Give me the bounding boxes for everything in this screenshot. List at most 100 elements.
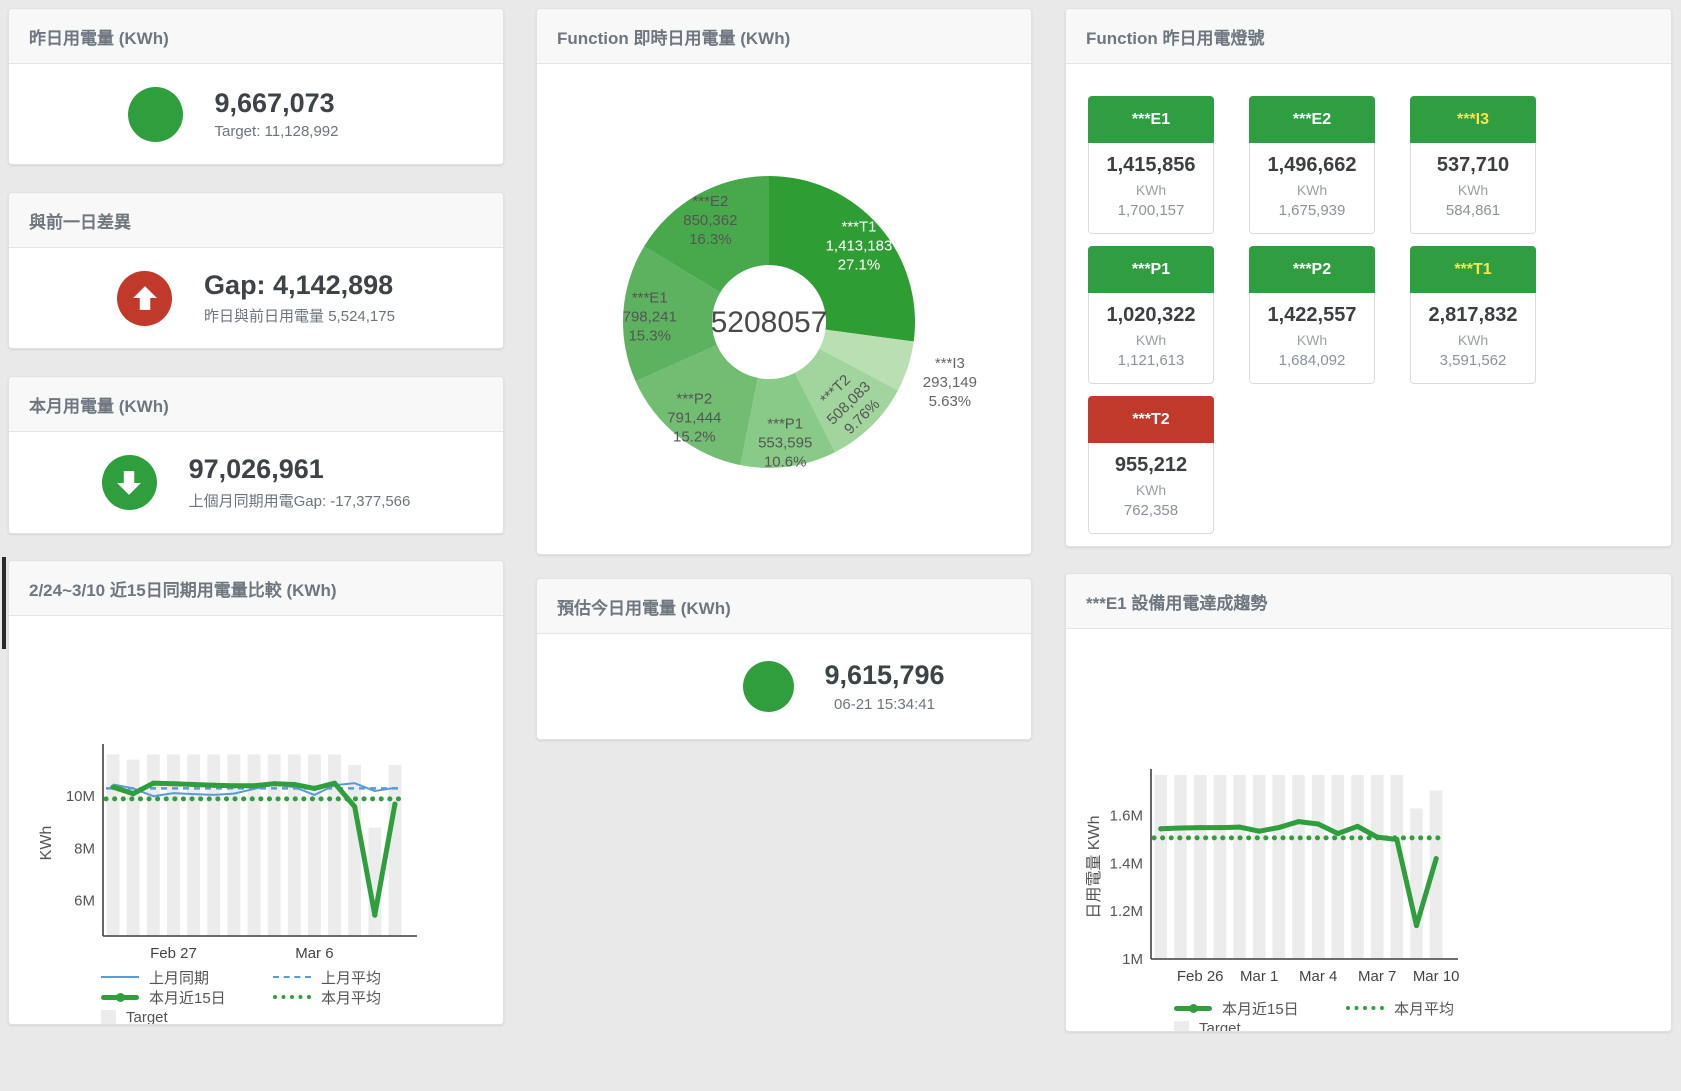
legend-label: 本月近15日: [149, 989, 226, 1007]
legend-swatch-green-thick: [1174, 1003, 1212, 1013]
kpi-value: 97,026,961: [188, 454, 324, 485]
legend-label: 上月平均: [321, 969, 382, 987]
card-title: 預估今日用電量 (KWh): [537, 579, 1031, 634]
legend-swatch-blue-dashed: [273, 976, 311, 978]
light-tile-label: ***T1: [1410, 246, 1536, 293]
legend-label: Target: [1199, 1019, 1241, 1032]
light-tile-label: ***P1: [1088, 246, 1214, 293]
lights-grid: ***E1 1,415,856 KWh 1,700,157 ***E2 1,496,662…: [1066, 64, 1580, 534]
light-tile-body: 1,422,557 KWh 1,684,092: [1249, 293, 1375, 384]
light-tile-label: ***E2: [1249, 96, 1375, 143]
card-yesterday-usage: 昨日用電量 (KWh) 9,667,073 Target: 11,128,992: [8, 8, 504, 165]
svg-text:KWh: KWh: [38, 826, 55, 861]
light-tile-value: 1,422,557: [1267, 304, 1357, 326]
legend-swatch-green-dotted: [1346, 1006, 1384, 1010]
svg-text:Feb 26: Feb 26: [1177, 968, 1224, 985]
legend-item[interactable]: Target: [1174, 1019, 1346, 1032]
arrow-down-circle-icon: [101, 455, 157, 510]
legend-item[interactable]: 本月近15日: [101, 988, 273, 1007]
light-tile-value: 955,212: [1114, 454, 1188, 476]
light-tile-target: 1,684,092: [1278, 352, 1346, 369]
light-tile-target: 1,700,157: [1117, 202, 1185, 219]
light-tile-unit: KWh: [1457, 182, 1489, 198]
svg-text:1.2M: 1.2M: [1110, 903, 1143, 920]
light-tile-label: ***P2: [1249, 246, 1375, 293]
legend-swatch-target: [101, 1009, 116, 1024]
light-tile-target: 762,358: [1123, 502, 1179, 519]
card-e1-trend-chart: ***E1 設備用電達成趨勢 1M 1.2M 1.4M 1.6M Feb 26 Mar 1…: [1065, 573, 1672, 1032]
light-tile-t1: ***T1 2,817,832 KWh 3,591,562: [1410, 246, 1536, 384]
kpi-value: 9,667,073: [214, 87, 335, 118]
svg-text:Mar 4: Mar 4: [1299, 968, 1337, 985]
legend-item[interactable]: 本月近15日: [1174, 999, 1346, 1018]
light-tile-p1: ***P1 1,020,322 KWh 1,121,613: [1088, 246, 1214, 384]
kpi-value: 9,615,796: [824, 660, 945, 691]
status-circle-icon: [743, 661, 795, 712]
legend-label: Target: [126, 1008, 168, 1025]
light-tile-value: 2,817,832: [1428, 304, 1518, 326]
light-tile-label: ***I3: [1410, 96, 1536, 143]
kpi-body: Gap: 4,142,898 昨日與前日用電量 5,524,175: [9, 248, 503, 348]
light-tile-body: 1,496,662 KWh 1,675,939: [1249, 143, 1375, 234]
light-tile-target: 584,861: [1445, 202, 1501, 219]
svg-text:6M: 6M: [74, 893, 95, 910]
legend-swatch-green-thick: [101, 992, 139, 1002]
light-tile-body: 537,710 KWh 584,861: [1410, 143, 1536, 234]
kpi-timestamp: 06-21 15:34:41: [834, 695, 935, 713]
light-tile-label: ***T2: [1088, 396, 1214, 443]
light-tile-unit: KWh: [1457, 332, 1489, 348]
legend-item[interactable]: 本月平均: [1346, 999, 1518, 1018]
light-tile-body: 2,817,832 KWh 3,591,562: [1410, 293, 1536, 384]
svg-text:Mar 1: Mar 1: [1240, 968, 1278, 985]
card-title: 2/24~3/10 近15日同期用電量比較 (KWh): [9, 561, 503, 616]
light-tile-target: 3,591,562: [1439, 352, 1507, 369]
kpi-subtitle: 昨日與前日用電量 5,524,175: [204, 308, 395, 326]
legend-item[interactable]: Target: [101, 1008, 273, 1025]
svg-text:日用電量 KWh: 日用電量 KWh: [1086, 815, 1103, 918]
kpi-body: 9,667,073 Target: 11,128,992: [9, 64, 503, 164]
svg-text:Mar 6: Mar 6: [295, 945, 333, 960]
kpi-body: 9,615,796 06-21 15:34:41: [537, 634, 1031, 739]
compare-chart-legend: 上月同期 上月平均本月近15日 本月平均 Target: [101, 968, 503, 1025]
light-tile-unit: KWh: [1135, 482, 1167, 498]
card-title: ***E1 設備用電達成趨勢: [1066, 574, 1671, 629]
legend-label: 本月近15日: [1222, 1000, 1299, 1018]
card-month-usage: 本月用電量 (KWh) 97,026,961 上個月同期用電Gap: -17,3…: [8, 376, 504, 534]
svg-text:Mar 7: Mar 7: [1358, 968, 1396, 985]
scrollbar-artifact: [2, 557, 6, 649]
svg-text:1.6M: 1.6M: [1110, 808, 1143, 825]
legend-swatch-blue-solid: [101, 976, 139, 978]
light-tile-e2: ***E2 1,496,662 KWh 1,675,939: [1249, 96, 1375, 234]
card-today-estimate: 預估今日用電量 (KWh) 9,615,796 06-21 15:34:41: [536, 578, 1032, 740]
light-tile-value: 537,710: [1436, 154, 1510, 176]
donut-chart-canvas: ***T1 1,413,183 27.1%***I3 293,149 5.63%***T…: [623, 176, 977, 470]
legend-label: 上月同期: [149, 969, 210, 987]
card-compare-chart: 2/24~3/10 近15日同期用電量比較 (KWh) 6M 8M 10M Feb 2…: [8, 560, 504, 1025]
svg-text:1M: 1M: [1122, 951, 1143, 968]
legend-item[interactable]: 上月同期: [101, 968, 273, 987]
compare-chart-canvas: 6M 8M 10M Feb 27 Mar 6 KWh: [38, 744, 417, 960]
light-tile-target: 1,675,939: [1278, 202, 1346, 219]
card-function-lights: Function 昨日用電燈號 ***E1 1,415,856 KWh 1,700,1…: [1065, 8, 1672, 547]
card-title: 本月用電量 (KWh): [9, 377, 503, 432]
legend-label: 本月平均: [321, 989, 382, 1007]
card-title: Function 昨日用電燈號: [1066, 9, 1671, 64]
legend-item[interactable]: 本月平均: [273, 988, 445, 1007]
kpi-body: 97,026,961 上個月同期用電Gap: -17,377,566: [9, 432, 503, 533]
light-tile-e1: ***E1 1,415,856 KWh 1,700,157: [1088, 96, 1214, 234]
legend-item[interactable]: 上月平均: [273, 968, 445, 987]
light-tile-p2: ***P2 1,422,557 KWh 1,684,092: [1249, 246, 1375, 384]
legend-swatch-target: [1174, 1020, 1189, 1031]
card-day-gap: 與前一日差異 Gap: 4,142,898 昨日與前日用電量 5,524,175: [8, 192, 504, 349]
light-tile-body: 1,415,856 KWh 1,700,157: [1088, 143, 1214, 234]
kpi-subtitle: Target: 11,128,992: [214, 123, 339, 141]
arrow-up-circle-icon: [117, 270, 173, 326]
trend-chart-canvas: 1M 1.2M 1.4M 1.6M Feb 26 Mar 1 Mar 4 Mar 7 Mar 1…: [1086, 769, 1460, 985]
svg-text:8M: 8M: [74, 840, 95, 857]
